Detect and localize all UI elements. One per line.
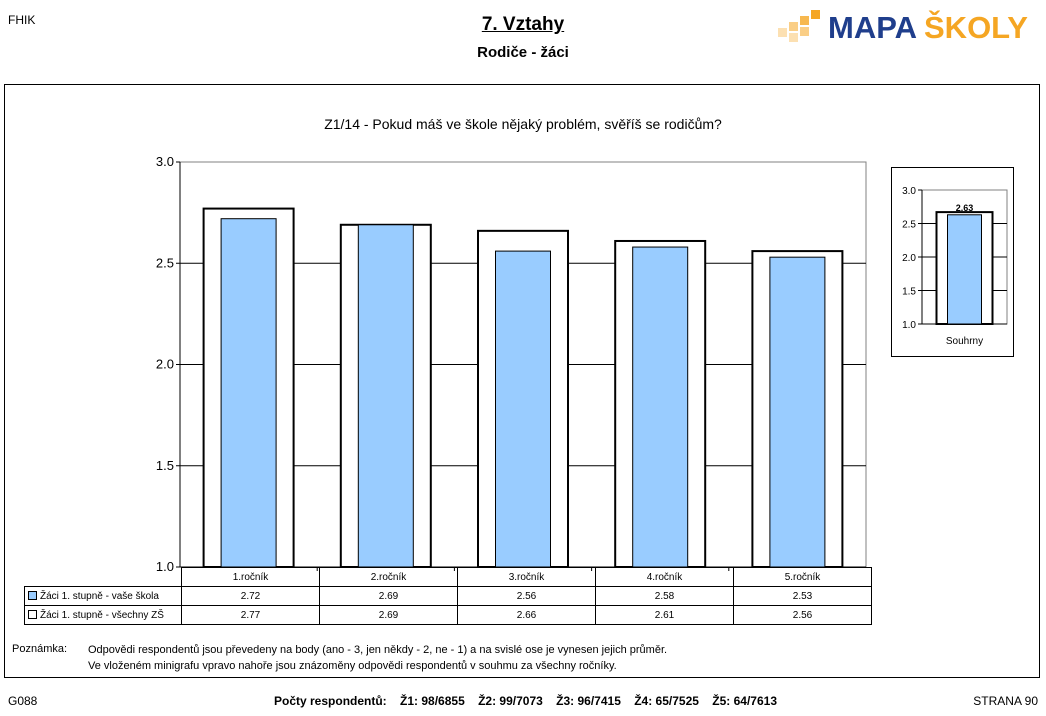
table-cell: 2.69 [319, 605, 458, 625]
page-title: 7. Vztahy [481, 14, 565, 35]
svg-text:ŠKOLY: ŠKOLY [924, 9, 1028, 44]
main-bars [202, 207, 844, 568]
report-frame [4, 84, 1040, 678]
note-label: Poznámka: [12, 643, 68, 655]
main-bar-your-school [220, 218, 277, 568]
table-row: Žáci 1. stupně - všechny ZŠ 2.77 2.69 2.… [24, 605, 872, 625]
mini-tick-label: 1.0 [902, 320, 916, 331]
main-tick-label: 2.5 [156, 255, 174, 270]
respondent-counts: Počty respondentů: Ž1: 98/6855 Ž2: 99/70… [274, 694, 787, 708]
mini-data-label: 2.63 [956, 203, 974, 213]
chart-title: Z1/14 - Pokud máš ve škole nějaký problé… [324, 116, 722, 132]
mini-tick-label: 2.0 [902, 253, 916, 264]
main-tick-label: 1.5 [156, 458, 174, 473]
mini-category-label: Souhrny [946, 336, 983, 347]
mini-tick-label: 3.0 [902, 186, 916, 197]
mini-tick-label: 1.5 [902, 287, 916, 298]
svg-text:MAPA: MAPA [828, 10, 917, 44]
mini-bar-your-school [947, 214, 982, 325]
legend-swatch-outline [28, 609, 37, 619]
mini-tick-label: 2.5 [902, 220, 916, 231]
main-bar-your-school [769, 256, 826, 568]
count-item: Ž2: 99/7073 [478, 694, 543, 708]
table-cell: 2.66 [457, 605, 596, 625]
main-bar-your-school [357, 224, 414, 568]
page-number: STRANA 90 [973, 694, 1038, 708]
table-cell: 2.77 [181, 605, 320, 625]
page-subtitle: Rodiče - žáci [477, 44, 569, 61]
note-line: Odpovědi respondentů jsou převedeny na b… [88, 644, 668, 656]
note-line: Ve vloženém minigrafu vpravo nahoře jsou… [88, 660, 617, 672]
legend-swatch-filled [28, 590, 37, 600]
main-tick-label: 3.0 [156, 154, 174, 169]
count-item: Ž1: 98/6855 [400, 694, 465, 708]
legend-series-all: Žáci 1. stupně - všechny ZŠ [24, 605, 182, 625]
count-item: Ž4: 65/7525 [634, 694, 699, 708]
data-table: 1.ročník 2.ročník 3.ročník 4.ročník 5.ro… [24, 567, 872, 625]
mapaskoly-logo: MAPA ŠKOLY [778, 9, 1028, 44]
count-item: Ž5: 64/7613 [712, 694, 777, 708]
table-cell: 2.56 [733, 605, 872, 625]
main-tick-label: 2.0 [156, 357, 174, 372]
count-item: Ž3: 96/7415 [556, 694, 621, 708]
footer-code: G088 [8, 694, 38, 708]
table-row: Žáci 1. stupně - vaše škola 2.72 2.69 2.… [24, 586, 872, 606]
main-bar-your-school [632, 246, 689, 568]
report-code: FHIK [8, 13, 36, 27]
counts-label: Počty respondentů: [274, 694, 387, 708]
table-header-row: 1.ročník 2.ročník 3.ročník 4.ročník 5.ro… [24, 567, 872, 587]
mini-chart-frame [891, 167, 1014, 357]
